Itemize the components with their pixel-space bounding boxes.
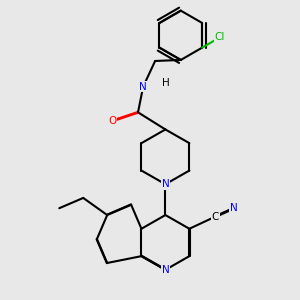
Text: N: N	[230, 203, 238, 213]
Text: N: N	[161, 265, 169, 275]
Text: O: O	[108, 116, 116, 126]
Text: Cl: Cl	[215, 32, 225, 42]
Text: H: H	[161, 78, 169, 88]
Text: N: N	[139, 82, 147, 92]
Text: N: N	[161, 179, 169, 189]
Text: C: C	[212, 212, 219, 222]
